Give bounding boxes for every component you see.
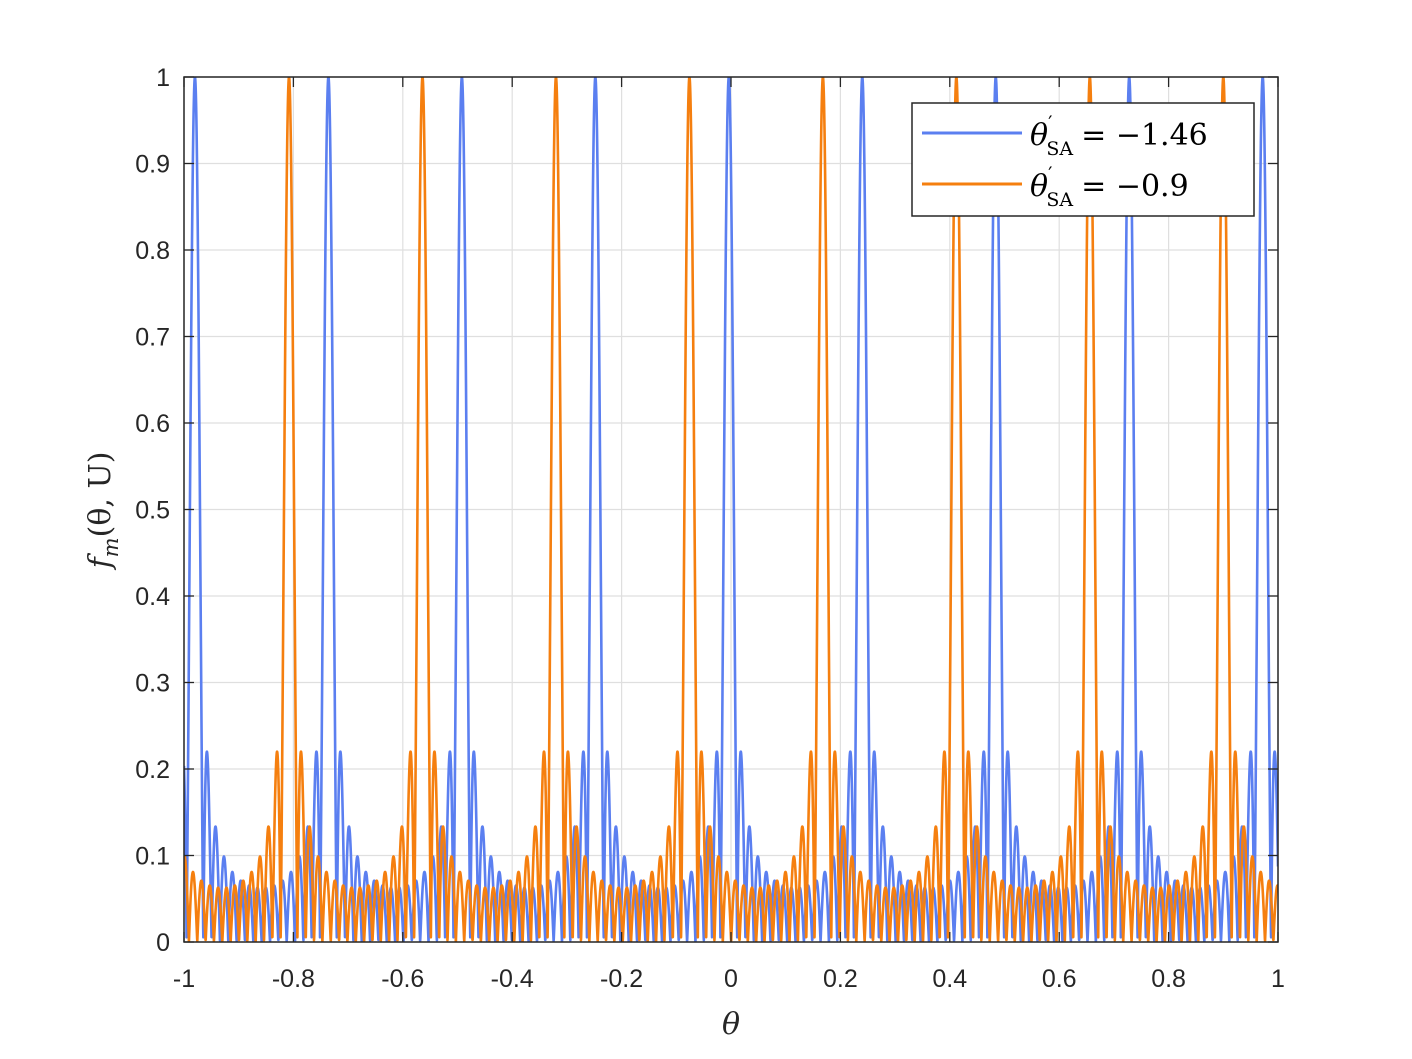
x-tick-label: -0.2 bbox=[600, 965, 643, 993]
x-tick-label: -0.4 bbox=[491, 965, 534, 993]
legend-box bbox=[911, 102, 1255, 217]
x-tick-label: 0.2 bbox=[823, 965, 858, 993]
y-tick-label: 0 bbox=[156, 929, 170, 957]
svg-text:θ′SA= −1.46: θ′ SA = −1.46 bbox=[1030, 112, 1208, 160]
y-tick-label: 0.3 bbox=[135, 670, 170, 698]
x-tick-label: 0 bbox=[724, 965, 738, 993]
y-axis-label: fm(θ, U) bbox=[83, 452, 123, 571]
x-tick-label: -0.6 bbox=[381, 965, 424, 993]
legend-entry-2: θ′ SA = −0.9 bbox=[922, 163, 1189, 211]
x-tick-label: 0.4 bbox=[932, 965, 967, 993]
svg-text:fm(θ, U): fm(θ, U) bbox=[83, 452, 123, 571]
legend-sup-1: ′ bbox=[1048, 112, 1052, 134]
y-tick-label: 1 bbox=[156, 64, 170, 92]
legend: θ′ SA = −1.46 θ′ SA = −0.9 bbox=[911, 102, 1255, 217]
legend-rel-1: = −1.46 bbox=[1081, 118, 1208, 153]
y-tick-label: 0.8 bbox=[135, 237, 170, 265]
series-line-1 bbox=[184, 77, 1278, 942]
x-tick-label: -1 bbox=[173, 965, 195, 993]
x-tick-label: 0.6 bbox=[1042, 965, 1077, 993]
legend-rel-2: = −0.9 bbox=[1081, 169, 1189, 204]
legend-symbol-1: θ bbox=[1030, 118, 1048, 153]
x-tick-label: 1 bbox=[1271, 965, 1285, 993]
y-tick-label: 0.4 bbox=[135, 583, 170, 611]
legend-sub-2: SA bbox=[1046, 189, 1073, 211]
svg-text:θ′SA= −0.9: θ′ SA = −0.9 bbox=[1030, 163, 1189, 211]
legend-sup-2: ′ bbox=[1048, 163, 1052, 185]
x-axis-label: θ bbox=[722, 1007, 740, 1042]
x-tick-labels: -1 -0.8 -0.6 -0.4 -0.2 0 0.2 0.4 0.6 0.8 1 bbox=[173, 965, 1285, 993]
legend-entry-1: θ′ SA = −1.46 bbox=[922, 112, 1208, 160]
legend-symbol-2: θ bbox=[1030, 169, 1048, 204]
axes-box bbox=[183, 76, 1279, 943]
legend-sub-1: SA bbox=[1046, 138, 1073, 160]
y-tick-label: 0.1 bbox=[135, 843, 170, 871]
x-tick-label: -0.8 bbox=[272, 965, 315, 993]
y-tick-label: 0.7 bbox=[135, 324, 170, 352]
y-axis-label-sub: m bbox=[99, 537, 123, 557]
x-tick-label: 0.8 bbox=[1151, 965, 1186, 993]
y-tick-label: 0.6 bbox=[135, 410, 170, 438]
y-tick-label: 0.2 bbox=[135, 756, 170, 784]
y-tick-labels: 0 0.1 0.2 0.3 0.4 0.5 0.6 0.7 0.8 0.9 1 bbox=[135, 64, 170, 957]
y-axis-label-args: (θ, U) bbox=[83, 452, 118, 538]
y-tick-label: 0.5 bbox=[135, 497, 170, 525]
y-tick-label: 0.9 bbox=[135, 151, 170, 179]
